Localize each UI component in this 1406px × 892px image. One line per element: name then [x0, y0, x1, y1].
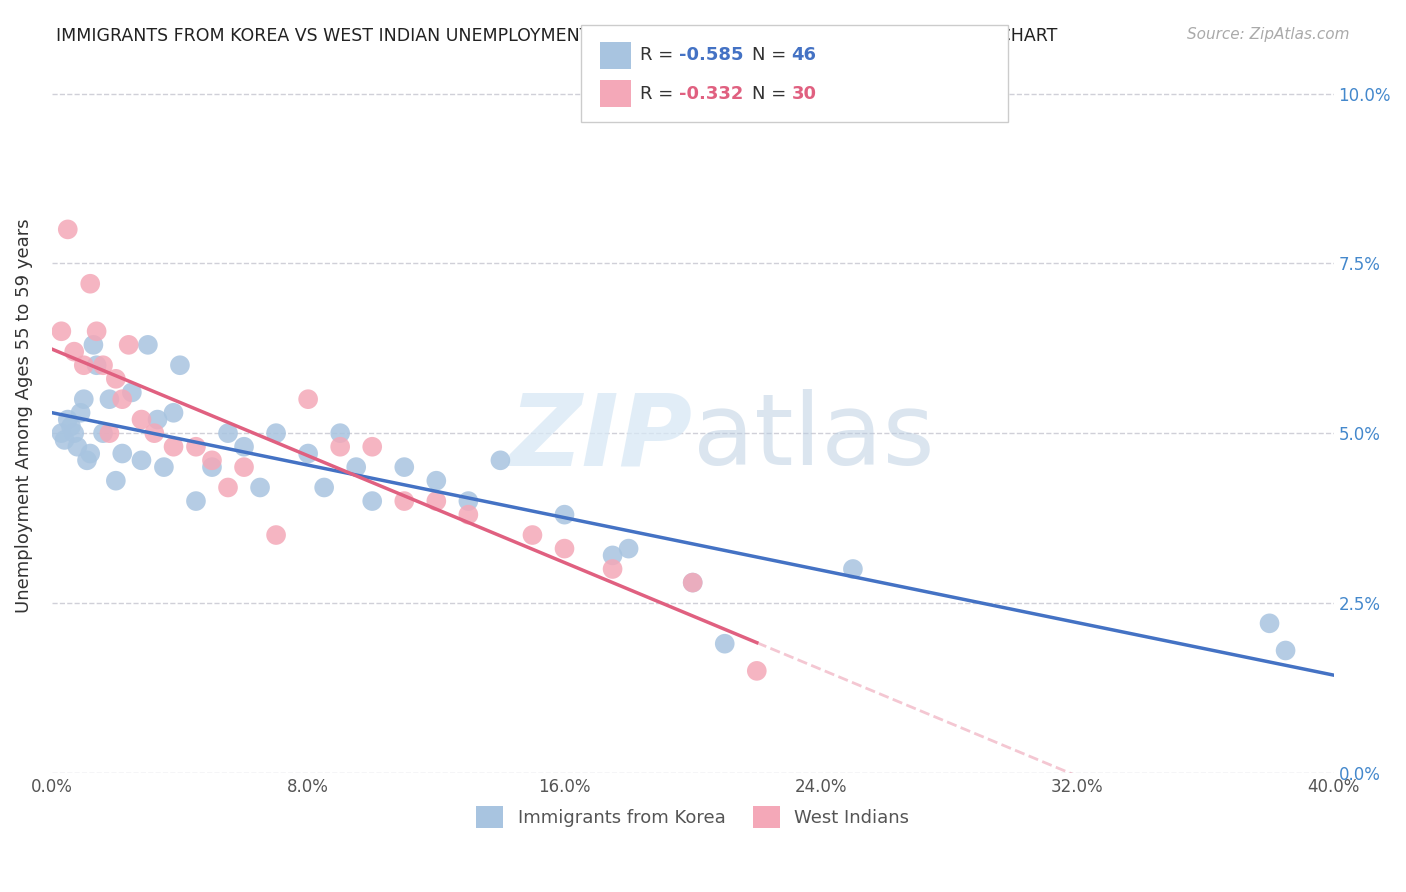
Text: 46: 46: [792, 46, 817, 64]
Point: [361, 440, 384, 454]
Point: [136, 338, 159, 352]
Point: [842, 562, 865, 576]
Point: [104, 372, 127, 386]
Point: [118, 338, 141, 352]
Point: [201, 460, 224, 475]
Point: [329, 440, 352, 454]
Point: [98, 392, 121, 407]
Text: Source: ZipAtlas.com: Source: ZipAtlas.com: [1187, 27, 1350, 42]
Point: [169, 358, 191, 372]
Point: [79, 277, 101, 291]
Point: [82, 338, 104, 352]
Text: -0.332: -0.332: [679, 85, 744, 103]
Point: [76, 453, 98, 467]
Text: 30: 30: [792, 85, 817, 103]
Point: [79, 446, 101, 460]
Point: [73, 358, 96, 372]
Point: [682, 575, 704, 590]
Point: [394, 460, 416, 475]
Point: [184, 494, 207, 508]
Point: [457, 494, 479, 508]
Point: [53, 433, 76, 447]
Point: [86, 324, 108, 338]
Point: [56, 412, 79, 426]
Point: [111, 446, 134, 460]
Point: [143, 426, 166, 441]
Point: [425, 494, 447, 508]
Point: [361, 494, 384, 508]
Text: -0.585: -0.585: [679, 46, 744, 64]
Point: [457, 508, 479, 522]
Point: [264, 426, 287, 441]
Point: [131, 412, 153, 426]
Point: [63, 344, 86, 359]
Point: [51, 324, 73, 338]
Point: [69, 406, 91, 420]
Point: [146, 412, 169, 426]
Point: [104, 474, 127, 488]
Point: [602, 562, 624, 576]
Point: [121, 385, 143, 400]
Point: [553, 508, 575, 522]
Point: [617, 541, 640, 556]
Text: R =: R =: [640, 46, 679, 64]
Point: [91, 358, 114, 372]
Y-axis label: Unemployment Among Ages 55 to 59 years: Unemployment Among Ages 55 to 59 years: [15, 219, 32, 614]
Point: [745, 664, 768, 678]
Point: [344, 460, 367, 475]
Point: [1258, 616, 1281, 631]
Point: [217, 481, 239, 495]
Point: [59, 419, 82, 434]
Point: [66, 440, 89, 454]
Point: [553, 541, 575, 556]
Point: [184, 440, 207, 454]
Point: [63, 426, 86, 441]
Text: N =: N =: [752, 46, 792, 64]
Point: [1274, 643, 1296, 657]
Point: [201, 453, 224, 467]
Point: [162, 440, 184, 454]
Point: [73, 392, 96, 407]
Point: [602, 549, 624, 563]
Point: [682, 575, 704, 590]
Text: R =: R =: [640, 85, 679, 103]
Point: [249, 481, 271, 495]
Text: IMMIGRANTS FROM KOREA VS WEST INDIAN UNEMPLOYMENT AMONG AGES 55 TO 59 YEARS CORR: IMMIGRANTS FROM KOREA VS WEST INDIAN UNE…: [56, 27, 1057, 45]
Point: [489, 453, 512, 467]
Point: [91, 426, 114, 441]
Point: [111, 392, 134, 407]
Text: atlas: atlas: [693, 389, 935, 486]
Point: [425, 474, 447, 488]
Point: [86, 358, 108, 372]
Point: [329, 426, 352, 441]
Point: [297, 392, 319, 407]
Text: N =: N =: [752, 85, 792, 103]
Legend: Immigrants from Korea, West Indians: Immigrants from Korea, West Indians: [470, 798, 917, 835]
Point: [56, 222, 79, 236]
Point: [522, 528, 544, 542]
Point: [162, 406, 184, 420]
Point: [264, 528, 287, 542]
Point: [233, 440, 256, 454]
Point: [153, 460, 176, 475]
Text: ZIP: ZIP: [510, 389, 693, 486]
Point: [131, 453, 153, 467]
Point: [233, 460, 256, 475]
Point: [297, 446, 319, 460]
Point: [713, 637, 735, 651]
Point: [51, 426, 73, 441]
Point: [314, 481, 336, 495]
Point: [394, 494, 416, 508]
Point: [217, 426, 239, 441]
Point: [98, 426, 121, 441]
